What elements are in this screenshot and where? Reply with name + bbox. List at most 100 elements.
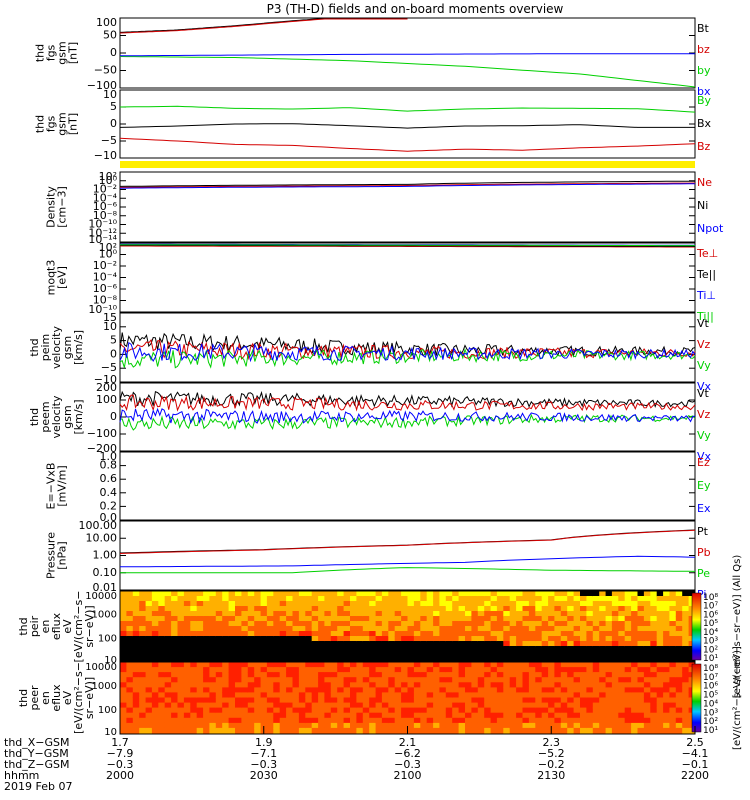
heatmap-cell <box>611 667 619 673</box>
heatmap-cell <box>324 616 332 622</box>
heatmap-cell <box>445 667 453 673</box>
heatmap-cell <box>369 682 377 688</box>
heatmap-cell <box>496 651 504 657</box>
heatmap-cell <box>541 646 549 652</box>
heatmap-cell <box>241 667 249 673</box>
heatmap-cell <box>298 646 306 652</box>
heatmap-cell <box>145 636 153 642</box>
heatmap-cell <box>209 692 217 698</box>
heatmap-cell <box>484 621 492 627</box>
heatmap-cell <box>401 631 408 637</box>
heatmap-cell <box>311 707 319 714</box>
heatmap-cell <box>548 662 555 668</box>
heatmap-cell <box>675 631 683 637</box>
ytick-label: −5 <box>101 361 117 374</box>
heatmap-cell <box>567 606 575 612</box>
heatmap-cell <box>254 672 262 678</box>
legend-Te⊥: Te⊥ <box>696 247 718 260</box>
series-by <box>119 56 696 88</box>
heatmap-cell <box>177 687 185 693</box>
heatmap-cell <box>656 707 664 714</box>
heatmap-cell <box>560 667 568 673</box>
heatmap-cell <box>298 682 306 688</box>
xtick-x: 2.5 <box>686 736 704 749</box>
heatmap-cell <box>458 662 466 668</box>
heatmap-cell <box>471 631 479 637</box>
heatmap-cell <box>362 646 370 652</box>
heatmap-cell <box>567 717 575 724</box>
heatmap-cell <box>151 667 159 673</box>
heatmap-cell <box>381 667 389 673</box>
heatmap-cell <box>151 707 159 714</box>
heatmap-cell <box>292 611 300 617</box>
heatmap-cell <box>120 626 127 632</box>
heatmap-cell <box>279 596 287 602</box>
heatmap-cell <box>631 621 638 627</box>
heatmap-cell <box>605 727 613 734</box>
heatmap-cell <box>235 621 242 627</box>
heatmap-cell <box>407 596 415 602</box>
heatmap-cell <box>222 692 230 698</box>
heatmap-cell <box>126 621 134 627</box>
heatmap-cell <box>337 707 345 714</box>
heatmap-cell <box>592 712 600 719</box>
heatmap-cell <box>413 717 421 724</box>
heatmap-cell <box>490 667 498 673</box>
heatmap-cell <box>388 722 396 729</box>
heatmap-cell <box>330 697 338 704</box>
heatmap-cell <box>477 677 485 683</box>
heatmap-cell <box>215 596 223 602</box>
heatmap-cell <box>311 687 319 693</box>
heatmap-cell <box>164 662 172 668</box>
heatmap-cell <box>401 616 408 622</box>
heatmap-cell <box>490 616 498 622</box>
heatmap-cell <box>541 727 549 734</box>
heatmap-cell <box>413 651 421 657</box>
heatmap-cell <box>203 677 210 683</box>
heatmap-cell <box>132 702 140 709</box>
status-bar <box>120 161 695 168</box>
heatmap-cell <box>426 616 434 622</box>
heatmap-cell <box>190 702 198 709</box>
heatmap-cell <box>541 626 549 632</box>
heatmap-cell <box>682 672 690 678</box>
heatmap-cell <box>554 717 562 724</box>
heatmap-cell <box>573 591 581 597</box>
heatmap-cell <box>592 616 600 622</box>
heatmap-cell <box>637 641 645 647</box>
heatmap-cell <box>650 672 658 678</box>
heatmap-cell <box>260 722 268 729</box>
heatmap-cell <box>471 601 479 607</box>
heatmap-cell <box>528 717 536 724</box>
heatmap-cell <box>286 692 293 698</box>
heatmap-cell <box>266 697 274 704</box>
heatmap-cell <box>254 697 262 704</box>
heatmap-cell <box>541 651 549 657</box>
heatmap-cell <box>477 667 485 673</box>
heatmap-cell <box>228 697 236 704</box>
heatmap-cell <box>643 727 651 734</box>
heatmap-cell <box>458 712 466 719</box>
heatmap-cell <box>637 687 645 693</box>
heatmap-cell <box>433 712 440 719</box>
heatmap-cell <box>669 621 677 627</box>
heatmap-cell <box>203 651 210 657</box>
heatmap-cell <box>643 616 651 622</box>
heatmap-cell <box>132 651 140 657</box>
heatmap-cell <box>209 697 217 704</box>
heatmap-cell <box>637 636 645 642</box>
heatmap-cell <box>151 677 159 683</box>
heatmap-cell <box>560 707 568 714</box>
heatmap-cell <box>151 611 159 617</box>
heatmap-cell <box>477 717 485 724</box>
heatmap-cell <box>631 636 638 642</box>
heatmap-cell <box>209 611 217 617</box>
heatmap-cell <box>528 702 536 709</box>
heatmap-cell <box>452 621 460 627</box>
heatmap-cell <box>637 712 645 719</box>
heatmap-cell <box>228 682 236 688</box>
heatmap-cell <box>656 651 664 657</box>
heatmap-cell <box>426 606 434 612</box>
heatmap-cell <box>490 626 498 632</box>
heatmap-cell <box>528 626 536 632</box>
